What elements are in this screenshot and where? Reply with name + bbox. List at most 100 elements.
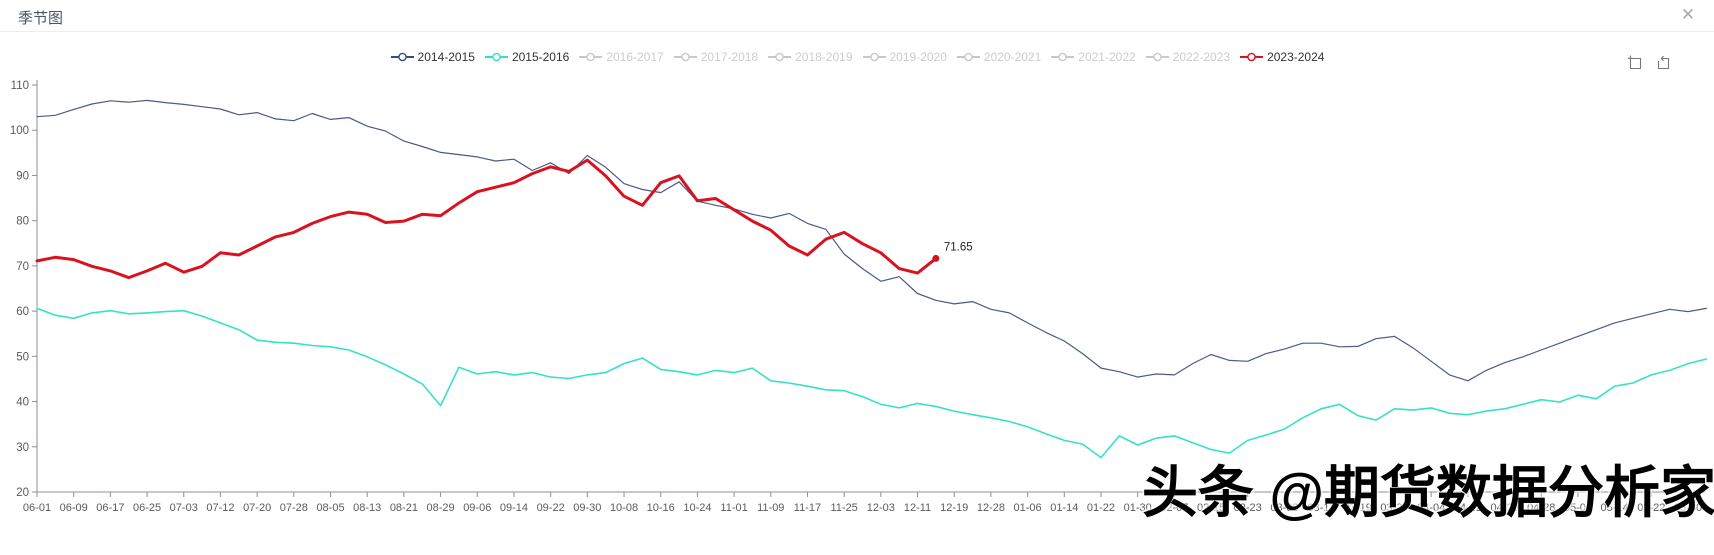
series-line-2023-2024	[35, 158, 938, 280]
series-end-point	[932, 254, 940, 262]
x-tick-label: 06-09	[60, 502, 88, 514]
axes: 20 30 40 50 60 70 80 90 100 110 06-01 06-09 06-17 06-…	[10, 80, 1706, 514]
x-tick-label: 10-08	[610, 502, 638, 514]
x-tick-label: 04-04	[1417, 502, 1445, 514]
x-tick-label: 07-28	[280, 502, 308, 514]
legend-item-2017-2018[interactable]: 2017-2018	[673, 50, 758, 64]
legend-label: 2015-2016	[511, 50, 570, 64]
x-tick-label: 06-01	[23, 502, 51, 514]
legend-line-marker-icon	[484, 52, 508, 62]
y-tick-label: 60	[16, 306, 29, 318]
x-tick-label: 05-22	[1637, 502, 1665, 514]
legend-label: 2022-2023	[1172, 50, 1231, 64]
x-tick-label: 07-20	[243, 502, 271, 514]
x-tick-label: 02-23	[1234, 502, 1262, 514]
legend-item-2016-2017[interactable]: 2016-2017	[578, 50, 664, 64]
x-tick-label: 04-12	[1454, 502, 1482, 514]
x-tick-label: 03-11	[1307, 502, 1334, 514]
y-tick-label: 20	[16, 487, 29, 499]
legend-item-2018-2019[interactable]: 2018-2019	[767, 50, 853, 64]
x-tick-label: 09-22	[537, 502, 565, 514]
x-tick-label: 01-22	[1087, 502, 1115, 514]
legend-line-marker-icon	[1145, 52, 1169, 62]
legend-label: 2016-2017	[606, 50, 664, 64]
toolbox	[1627, 55, 1672, 72]
y-tick-label: 50	[16, 351, 29, 363]
x-tick-label: 04-28	[1527, 502, 1555, 514]
legend-label: 2021-2022	[1078, 50, 1136, 64]
x-tick-label: 07-03	[170, 502, 198, 514]
x-tick-label: 11-01	[720, 502, 747, 514]
x-tick-label: 09-06	[463, 502, 491, 514]
x-tick-label: 12-19	[940, 502, 968, 514]
legend-line-marker-icon	[862, 52, 886, 62]
window-title: 季节图	[18, 10, 64, 27]
x-tick-label: 12-03	[867, 502, 895, 514]
y-tick-label: 40	[16, 397, 29, 409]
legend-line-marker-icon	[1051, 52, 1075, 62]
legend-line-marker-icon	[673, 52, 697, 62]
x-tick-label: 08-13	[353, 502, 381, 514]
x-tick-label: 10-24	[683, 502, 711, 514]
x-tick-label: 11-25	[830, 502, 857, 514]
legend-line-marker-icon	[1240, 52, 1264, 62]
y-tick-label: 90	[16, 170, 29, 182]
restore-icon[interactable]	[1655, 55, 1672, 72]
y-tick-label: 80	[16, 216, 29, 228]
x-tick-label: 09-30	[573, 502, 601, 514]
legend-item-2019-2020[interactable]: 2019-2020	[862, 50, 947, 64]
x-tick-label: 05-06	[1564, 502, 1592, 514]
legend-label: 2014-2015	[417, 50, 475, 64]
x-tick-label: 01-30	[1124, 502, 1152, 514]
x-tick-label: 03-27	[1380, 502, 1408, 514]
legend-item-2014-2015[interactable]: 2014-2015	[390, 50, 475, 64]
x-tick-label: 11-09	[757, 502, 784, 514]
legend-label: 2019-2020	[889, 50, 947, 64]
series-line-2014-2015	[36, 99, 1707, 382]
x-tick-label: 06-17	[96, 502, 124, 514]
legend-line-marker-icon	[956, 52, 980, 62]
x-tick-label: 12-28	[977, 502, 1005, 514]
legend-item-2022-2023[interactable]: 2022-2023	[1145, 50, 1230, 64]
legend-item-2021-2022[interactable]: 2021-2022	[1050, 50, 1136, 64]
legend-line-marker-icon	[579, 52, 603, 62]
watermark: 头条 @期货数据分析家	[1141, 461, 1714, 524]
x-tick-label: 09-14	[500, 502, 528, 514]
x-tick-label: 08-05	[316, 502, 344, 514]
legend-item-2020-2021[interactable]: 2020-2021	[956, 50, 1041, 64]
x-tick-label: 08-21	[390, 502, 418, 514]
y-tick-label: 110	[11, 80, 29, 92]
legend-label: 2017-2018	[700, 50, 759, 64]
x-tick-label: 03-03	[1270, 502, 1298, 514]
legend-line-marker-icon	[390, 52, 414, 62]
x-tick-label: 01-14	[1050, 502, 1078, 514]
legend-item-2023-2024[interactable]: 2023-2024	[1239, 50, 1324, 64]
x-tick-label: 04-20	[1490, 502, 1518, 514]
y-tick-label: 30	[16, 442, 29, 454]
x-tick-label: 05-30	[1674, 502, 1702, 514]
titlebar: 季节图 ✕	[0, 0, 1714, 32]
legend-label: 2023-2024	[1267, 50, 1325, 64]
series-end-label: 71.65	[944, 241, 973, 253]
legend: 2014-2015 2015-2016 2016-2017 2017-2018 2018…	[0, 50, 1714, 64]
legend-label: 2020-2021	[983, 50, 1042, 64]
x-tick-label: 08-29	[427, 502, 455, 514]
y-tick-label: 70	[16, 261, 29, 273]
x-tick-label: 01-06	[1014, 502, 1042, 514]
zoom-select-icon[interactable]	[1627, 55, 1644, 72]
legend-line-marker-icon	[768, 52, 792, 62]
x-tick-label: 12-11	[904, 502, 931, 514]
x-tick-label: 02-07	[1160, 502, 1188, 514]
x-tick-label: 07-12	[206, 502, 234, 514]
x-tick-label: 10-16	[647, 502, 675, 514]
legend-item-2015-2016[interactable]: 2015-2016	[484, 50, 569, 64]
x-tick-label: 06-25	[133, 502, 161, 514]
x-tick-label: 05-14	[1601, 502, 1629, 514]
legend-label: 2018-2019	[795, 50, 853, 64]
x-tick-label: 11-17	[794, 502, 821, 514]
x-tick-label: 02-15	[1197, 502, 1225, 514]
close-icon[interactable]: ✕	[1680, 5, 1696, 24]
y-tick-label: 100	[10, 125, 29, 137]
